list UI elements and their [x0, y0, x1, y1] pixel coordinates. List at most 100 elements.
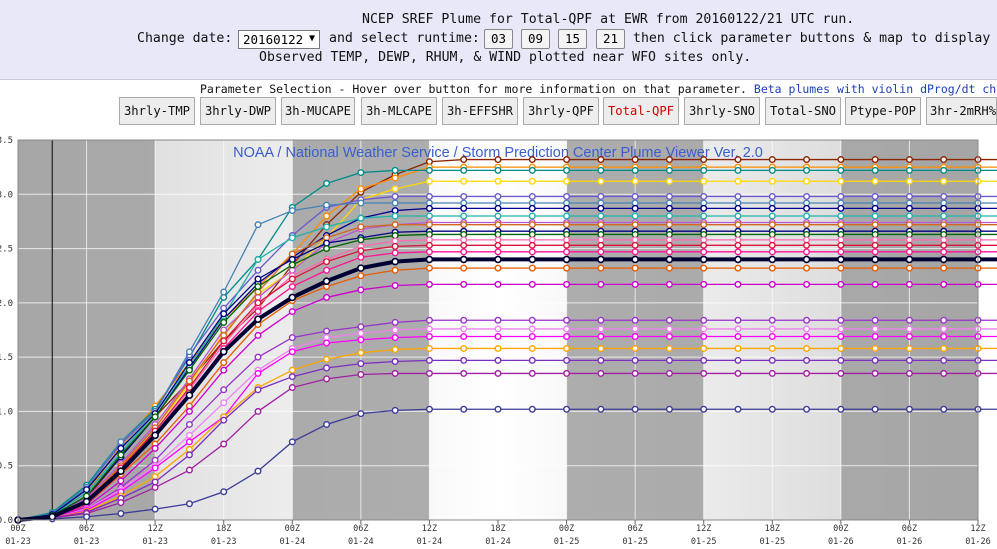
param-button-3h-mucape[interactable]: 3h-MUCAPE: [281, 97, 355, 125]
series-point: [803, 192, 811, 200]
series-point: [391, 334, 399, 342]
series-point: [905, 192, 913, 200]
series-point: [288, 234, 296, 242]
series-point: [288, 207, 296, 215]
series-point: [288, 261, 296, 269]
series-point: [665, 212, 673, 220]
series-point: [391, 249, 399, 257]
series-line: [17, 283, 997, 521]
series-line: [17, 239, 997, 521]
runtime-button-21[interactable]: 21: [596, 29, 625, 49]
series-point: [631, 177, 639, 185]
param-button-3h-effshr[interactable]: 3h-EFFSHR: [442, 97, 518, 125]
series-point: [871, 344, 879, 352]
series-point: [425, 405, 433, 413]
series-point: [597, 166, 605, 174]
series-point: [597, 369, 605, 377]
series-point: [391, 192, 399, 200]
series-point: [254, 299, 262, 307]
series-point: [803, 177, 811, 185]
mean-point: [288, 293, 297, 302]
series-line: [17, 267, 997, 521]
series-point: [597, 356, 605, 364]
param-button-3hrly-sno[interactable]: 3hrly-SNO: [684, 97, 760, 125]
param-button-ptype-pop[interactable]: Ptype-POP: [845, 97, 921, 125]
header-panel: NCEP SREF Plume for Total-QPF at EWR fro…: [0, 0, 997, 80]
series-point: [597, 241, 605, 249]
series-point: [357, 329, 365, 337]
series-point: [254, 467, 262, 475]
series-point: [185, 438, 193, 446]
runtime-button-15[interactable]: 15: [558, 29, 587, 49]
series-point: [837, 333, 845, 341]
series-line: [17, 169, 997, 521]
series-point: [460, 192, 468, 200]
series-point: [185, 466, 193, 474]
param-button-3hrly-qpf[interactable]: 3hrly-QPF: [523, 97, 599, 125]
series-point: [425, 177, 433, 185]
x-tick-date: 01-25: [554, 537, 580, 547]
series-point: [220, 310, 228, 318]
beta-plumes-link[interactable]: Beta plumes with violin dProg/dt charts.: [753, 82, 997, 96]
param-button-3h-mlcape[interactable]: 3h-MLCAPE: [361, 97, 437, 125]
series-point: [357, 214, 365, 222]
series-point: [357, 253, 365, 261]
series-point: [220, 318, 228, 326]
runtime-button-03[interactable]: 03: [484, 29, 513, 49]
param-button-total-qpf[interactable]: Total-QPF: [603, 97, 679, 125]
series-point: [117, 451, 125, 459]
series-point: [905, 316, 913, 324]
series-point: [288, 438, 296, 446]
series-point: [357, 223, 365, 231]
series-point: [665, 333, 673, 341]
series-point: [631, 405, 639, 413]
series-point: [288, 334, 296, 342]
series-point: [905, 280, 913, 288]
series-point: [494, 166, 502, 174]
series-point: [734, 241, 742, 249]
series-point: [117, 477, 125, 485]
series-point: [323, 223, 331, 231]
mean-point: [597, 255, 605, 264]
series-point: [940, 405, 948, 413]
runtime-button-09[interactable]: 09: [521, 29, 550, 49]
series-point: [528, 264, 536, 272]
mean-point: [631, 255, 639, 264]
x-tick-date: 01-23: [5, 537, 31, 547]
series-point: [768, 333, 776, 341]
series-line: [17, 359, 997, 521]
x-tick-date: 01-23: [142, 537, 168, 547]
series-point: [323, 179, 331, 187]
mean-point: [459, 255, 468, 264]
series-point: [905, 177, 913, 185]
series-point: [597, 344, 605, 352]
series-point: [665, 264, 673, 272]
change-date-label: Change date:: [137, 31, 233, 46]
series-point: [837, 405, 845, 413]
param-button-total-sno[interactable]: Total-SNO: [765, 97, 841, 125]
series-point: [803, 316, 811, 324]
date-select[interactable]: 20160122 ▼: [238, 30, 320, 49]
series-point: [254, 353, 262, 361]
series-point: [425, 325, 433, 333]
series-point: [425, 204, 433, 212]
series-point: [323, 212, 331, 220]
series-point: [768, 356, 776, 364]
x-tick-hour: 06Z: [627, 524, 642, 534]
series-point: [357, 199, 365, 207]
series-point: [871, 280, 879, 288]
series-point: [905, 369, 913, 377]
series-point: [871, 192, 879, 200]
series-point: [254, 386, 262, 394]
param-button-3hr-2mrh[interactable]: 3hr-2mRH%: [926, 97, 997, 125]
param-button-3hrly-dwp[interactable]: 3hrly-DWP: [200, 97, 276, 125]
x-tick-hour: 06Z: [79, 524, 94, 534]
series-point: [220, 488, 228, 496]
series-point: [665, 177, 673, 185]
series-point: [425, 192, 433, 200]
series-point: [700, 405, 708, 413]
series-point: [391, 242, 399, 250]
series-point: [631, 316, 639, 324]
series-point: [768, 177, 776, 185]
param-button-3hrly-tmp[interactable]: 3hrly-TMP: [119, 97, 195, 125]
